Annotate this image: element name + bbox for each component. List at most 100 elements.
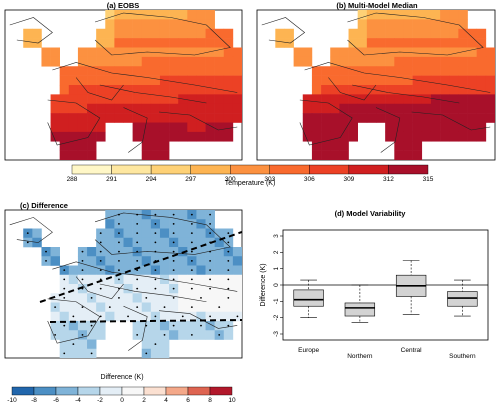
grid-cell bbox=[196, 284, 206, 294]
grid-cell bbox=[357, 113, 368, 123]
grid-cell bbox=[348, 56, 358, 67]
grid-cell bbox=[59, 85, 70, 95]
grid-cell bbox=[430, 47, 441, 58]
grid-cell bbox=[141, 274, 152, 285]
grid-cell bbox=[96, 113, 106, 123]
grid-cell bbox=[275, 38, 285, 48]
grid-cell bbox=[196, 10, 206, 20]
grid-cell bbox=[467, 56, 477, 67]
grid-cell bbox=[169, 28, 179, 39]
significance-dot bbox=[190, 250, 193, 253]
significance-dot bbox=[118, 259, 120, 262]
grid-cell bbox=[68, 85, 79, 95]
grid-cell bbox=[196, 85, 206, 95]
grid-cell bbox=[77, 94, 88, 105]
grid-cell bbox=[159, 66, 170, 76]
grid-cell bbox=[123, 85, 133, 95]
boxplot-y-axis: -3 -2 -1 0 1 2 3 bbox=[273, 234, 283, 337]
grid-cell bbox=[476, 122, 487, 133]
difference-colorbar-tick-label: 10 bbox=[228, 397, 236, 402]
grid-cell bbox=[467, 47, 477, 58]
significance-dot bbox=[218, 306, 221, 309]
grid-cell bbox=[348, 113, 358, 123]
grid-cell bbox=[339, 75, 349, 86]
grid-cell bbox=[366, 38, 377, 48]
grid-cell bbox=[32, 28, 42, 39]
y-tick-label: 0 bbox=[273, 283, 280, 287]
grid-cell bbox=[105, 75, 115, 86]
grid-cell bbox=[196, 247, 206, 257]
significance-dot bbox=[90, 296, 93, 299]
grid-cell bbox=[232, 256, 242, 266]
significance-dot bbox=[227, 241, 230, 244]
significance-dot bbox=[136, 222, 139, 225]
grid-cell bbox=[159, 94, 170, 105]
difference-colorbar-label: Difference (K) bbox=[100, 374, 143, 381]
grid-cell bbox=[321, 150, 331, 160]
significance-dot bbox=[154, 241, 157, 244]
grid-cell bbox=[150, 348, 161, 358]
grid-cell bbox=[123, 219, 133, 229]
significance-dot bbox=[99, 269, 102, 272]
grid-cell bbox=[114, 10, 124, 20]
grid-cell bbox=[123, 103, 133, 114]
grid-cell bbox=[77, 321, 88, 331]
grid-cell bbox=[50, 122, 60, 133]
grid-cell bbox=[123, 38, 133, 48]
grid-cell bbox=[159, 28, 170, 39]
grid-cell bbox=[339, 56, 349, 67]
grid-cell bbox=[87, 339, 97, 350]
grid-cell bbox=[68, 75, 79, 86]
temperature-colorbar-tick-label: 312 bbox=[383, 176, 394, 183]
grid-cell bbox=[440, 131, 450, 142]
temperature-colorbar-swatch bbox=[230, 164, 270, 175]
grid-cell bbox=[150, 75, 161, 86]
grid-cell bbox=[214, 38, 225, 48]
grid-cell bbox=[105, 38, 115, 48]
grid-cell bbox=[178, 38, 188, 48]
grid-cell bbox=[187, 113, 197, 123]
significance-dot bbox=[227, 278, 230, 281]
grid-cell bbox=[440, 122, 450, 133]
grid-cell bbox=[141, 122, 152, 133]
grid-cell bbox=[105, 247, 115, 257]
coastline bbox=[123, 107, 148, 153]
grid-cell bbox=[476, 103, 487, 114]
grid-cell bbox=[159, 122, 170, 133]
significance-dot bbox=[172, 296, 175, 299]
box-southern bbox=[447, 279, 478, 317]
coastline bbox=[375, 107, 401, 153]
grid-cell bbox=[214, 228, 225, 239]
difference-colorbar-swatch bbox=[209, 386, 233, 396]
grid-cell bbox=[321, 75, 331, 86]
grid-cell bbox=[366, 28, 377, 39]
x-category-label: Southern bbox=[449, 353, 476, 360]
grid-cell bbox=[159, 103, 170, 114]
northern-boundary-line bbox=[39, 231, 242, 303]
grid-cell bbox=[467, 113, 477, 123]
grid-cell bbox=[187, 311, 197, 322]
significance-dot bbox=[209, 259, 211, 262]
grid-cell bbox=[187, 10, 197, 20]
grid-cell bbox=[159, 293, 170, 303]
grid-cell bbox=[87, 103, 97, 114]
difference-colorbar-swatch bbox=[77, 386, 101, 396]
significance-dot bbox=[118, 287, 120, 290]
grid-cell bbox=[123, 284, 133, 294]
grid-cell bbox=[187, 94, 197, 105]
grid-cell bbox=[150, 85, 161, 95]
grid-cell bbox=[96, 321, 106, 331]
grid-cell bbox=[321, 122, 331, 133]
grid-cell bbox=[105, 47, 115, 58]
grid-cell bbox=[232, 293, 242, 303]
grid-cell bbox=[449, 19, 459, 30]
grid-cell bbox=[232, 75, 242, 86]
grid-cell bbox=[321, 94, 331, 105]
significance-dot bbox=[99, 250, 102, 253]
grid-cell bbox=[357, 66, 368, 76]
grid-cell bbox=[187, 38, 197, 48]
grid-cell bbox=[77, 113, 88, 123]
significance-dot bbox=[172, 324, 175, 327]
significance-dot bbox=[136, 241, 139, 244]
significance-dot bbox=[154, 250, 157, 253]
